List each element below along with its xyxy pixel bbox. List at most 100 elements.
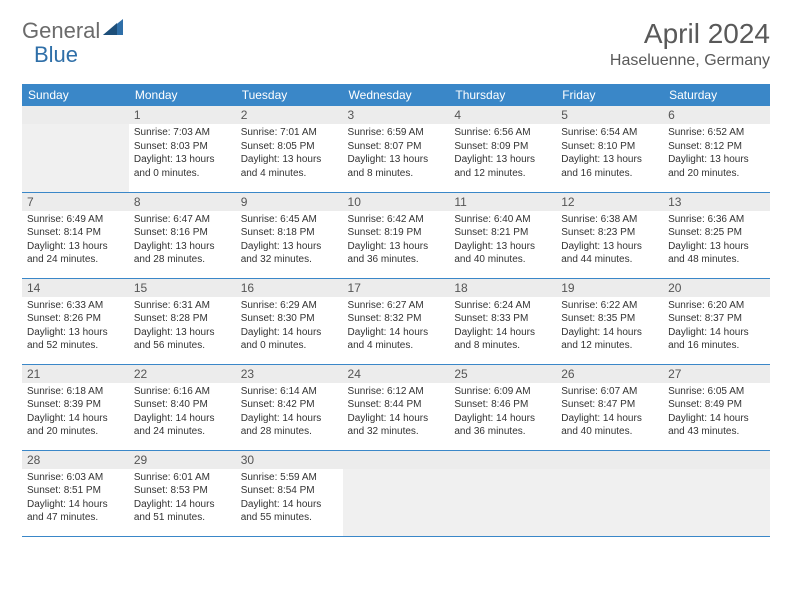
day-detail-line: Daylight: 14 hours	[134, 498, 231, 512]
day-details: Sunrise: 6:01 AMSunset: 8:53 PMDaylight:…	[134, 471, 231, 525]
day-detail-line: Sunrise: 6:49 AM	[27, 213, 124, 227]
day-number: 5	[556, 106, 663, 124]
day-details: Sunrise: 6:49 AMSunset: 8:14 PMDaylight:…	[27, 213, 124, 267]
day-detail-line: Daylight: 13 hours	[134, 326, 231, 340]
calendar-empty-cell	[663, 450, 770, 536]
day-detail-line: Sunrise: 6:09 AM	[454, 385, 551, 399]
day-detail-line: and 12 minutes.	[454, 167, 551, 181]
day-details: Sunrise: 6:05 AMSunset: 8:49 PMDaylight:…	[668, 385, 765, 439]
calendar-day-cell: 17Sunrise: 6:27 AMSunset: 8:32 PMDayligh…	[343, 278, 450, 364]
day-number: 26	[556, 365, 663, 383]
day-detail-line: Sunset: 8:46 PM	[454, 398, 551, 412]
day-detail-line: Sunset: 8:49 PM	[668, 398, 765, 412]
day-detail-line: Sunrise: 6:47 AM	[134, 213, 231, 227]
day-details: Sunrise: 6:24 AMSunset: 8:33 PMDaylight:…	[454, 299, 551, 353]
day-header: Wednesday	[343, 84, 450, 106]
day-detail-line: and 44 minutes.	[561, 253, 658, 267]
day-detail-line: Sunset: 8:18 PM	[241, 226, 338, 240]
day-details: Sunrise: 6:40 AMSunset: 8:21 PMDaylight:…	[454, 213, 551, 267]
day-detail-line: Daylight: 14 hours	[241, 412, 338, 426]
day-detail-line: Sunset: 8:39 PM	[27, 398, 124, 412]
day-header: Sunday	[22, 84, 129, 106]
day-detail-line: Daylight: 14 hours	[27, 412, 124, 426]
day-detail-line: Sunset: 8:14 PM	[27, 226, 124, 240]
day-detail-line: Sunset: 8:12 PM	[668, 140, 765, 154]
day-detail-line: Daylight: 14 hours	[134, 412, 231, 426]
logo-text-blue: Blue	[34, 42, 78, 68]
calendar-day-cell: 21Sunrise: 6:18 AMSunset: 8:39 PMDayligh…	[22, 364, 129, 450]
calendar-day-cell: 23Sunrise: 6:14 AMSunset: 8:42 PMDayligh…	[236, 364, 343, 450]
day-detail-line: Sunset: 8:53 PM	[134, 484, 231, 498]
day-number: 23	[236, 365, 343, 383]
day-detail-line: and 8 minutes.	[348, 167, 445, 181]
day-details: Sunrise: 7:03 AMSunset: 8:03 PMDaylight:…	[134, 126, 231, 180]
day-number: 4	[449, 106, 556, 124]
day-number: 13	[663, 193, 770, 211]
calendar-day-cell: 11Sunrise: 6:40 AMSunset: 8:21 PMDayligh…	[449, 192, 556, 278]
day-detail-line: Sunrise: 6:07 AM	[561, 385, 658, 399]
day-details: Sunrise: 6:56 AMSunset: 8:09 PMDaylight:…	[454, 126, 551, 180]
day-detail-line: Daylight: 14 hours	[454, 412, 551, 426]
day-detail-line: and 24 minutes.	[27, 253, 124, 267]
day-detail-line: Sunset: 8:28 PM	[134, 312, 231, 326]
day-number	[663, 451, 770, 469]
day-number: 3	[343, 106, 450, 124]
calendar-day-cell: 24Sunrise: 6:12 AMSunset: 8:44 PMDayligh…	[343, 364, 450, 450]
day-detail-line: Daylight: 13 hours	[134, 240, 231, 254]
calendar-day-cell: 3 Sunrise: 6:59 AMSunset: 8:07 PMDaylight…	[343, 106, 450, 192]
day-detail-line: Daylight: 14 hours	[668, 412, 765, 426]
day-number: 1	[129, 106, 236, 124]
day-detail-line: and 32 minutes.	[348, 425, 445, 439]
calendar-empty-cell	[22, 106, 129, 192]
day-details: Sunrise: 6:07 AMSunset: 8:47 PMDaylight:…	[561, 385, 658, 439]
day-number: 7	[22, 193, 129, 211]
day-detail-line: Sunrise: 6:14 AM	[241, 385, 338, 399]
title-block: April 2024 Haseluenne, Germany	[610, 18, 770, 70]
day-detail-line: Sunrise: 6:27 AM	[348, 299, 445, 313]
day-detail-line: Sunset: 8:26 PM	[27, 312, 124, 326]
day-detail-line: Sunset: 8:35 PM	[561, 312, 658, 326]
calendar-week-row: 21Sunrise: 6:18 AMSunset: 8:39 PMDayligh…	[22, 364, 770, 450]
day-details: Sunrise: 6:31 AMSunset: 8:28 PMDaylight:…	[134, 299, 231, 353]
day-detail-line: Daylight: 13 hours	[27, 326, 124, 340]
day-number: 28	[22, 451, 129, 469]
day-detail-line: and 28 minutes.	[134, 253, 231, 267]
day-details: Sunrise: 6:33 AMSunset: 8:26 PMDaylight:…	[27, 299, 124, 353]
day-detail-line: Daylight: 14 hours	[241, 498, 338, 512]
calendar-day-cell: 19Sunrise: 6:22 AMSunset: 8:35 PMDayligh…	[556, 278, 663, 364]
day-detail-line: Sunrise: 6:16 AM	[134, 385, 231, 399]
day-detail-line: and 47 minutes.	[27, 511, 124, 525]
day-number	[343, 451, 450, 469]
day-detail-line: and 28 minutes.	[241, 425, 338, 439]
day-detail-line: Sunrise: 6:40 AM	[454, 213, 551, 227]
calendar-week-row: 14Sunrise: 6:33 AMSunset: 8:26 PMDayligh…	[22, 278, 770, 364]
logo-triangle-icon	[103, 15, 123, 41]
calendar-day-cell: 25Sunrise: 6:09 AMSunset: 8:46 PMDayligh…	[449, 364, 556, 450]
day-details: Sunrise: 6:59 AMSunset: 8:07 PMDaylight:…	[348, 126, 445, 180]
day-number	[22, 106, 129, 124]
day-detail-line: Sunset: 8:21 PM	[454, 226, 551, 240]
day-detail-line: Sunset: 8:09 PM	[454, 140, 551, 154]
day-detail-line: Sunset: 8:54 PM	[241, 484, 338, 498]
day-details: Sunrise: 6:27 AMSunset: 8:32 PMDaylight:…	[348, 299, 445, 353]
calendar-day-cell: 20Sunrise: 6:20 AMSunset: 8:37 PMDayligh…	[663, 278, 770, 364]
location: Haseluenne, Germany	[610, 52, 770, 70]
day-number: 30	[236, 451, 343, 469]
day-detail-line: Daylight: 13 hours	[561, 240, 658, 254]
day-details: Sunrise: 6:47 AMSunset: 8:16 PMDaylight:…	[134, 213, 231, 267]
day-number: 12	[556, 193, 663, 211]
day-number: 21	[22, 365, 129, 383]
day-detail-line: Daylight: 13 hours	[348, 240, 445, 254]
day-detail-line: Sunrise: 6:45 AM	[241, 213, 338, 227]
calendar-header-row: SundayMondayTuesdayWednesdayThursdayFrid…	[22, 84, 770, 106]
day-detail-line: Sunset: 8:47 PM	[561, 398, 658, 412]
day-detail-line: Daylight: 13 hours	[561, 153, 658, 167]
day-detail-line: and 43 minutes.	[668, 425, 765, 439]
calendar-day-cell: 16Sunrise: 6:29 AMSunset: 8:30 PMDayligh…	[236, 278, 343, 364]
day-details: Sunrise: 6:52 AMSunset: 8:12 PMDaylight:…	[668, 126, 765, 180]
day-detail-line: Sunrise: 6:29 AM	[241, 299, 338, 313]
day-detail-line: and 36 minutes.	[348, 253, 445, 267]
day-number	[556, 451, 663, 469]
day-detail-line: and 24 minutes.	[134, 425, 231, 439]
day-detail-line: Sunrise: 6:24 AM	[454, 299, 551, 313]
